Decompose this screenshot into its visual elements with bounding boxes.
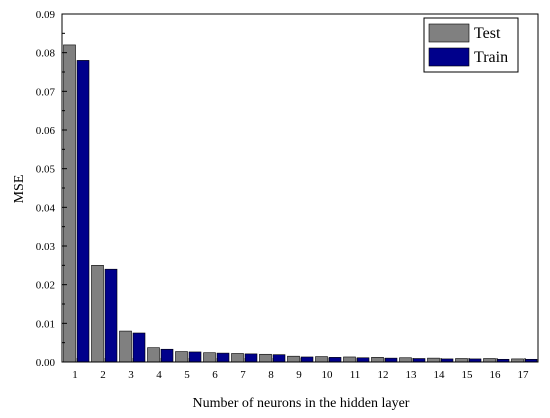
axes-layer: 0.00 0.01 0.02 0.03 0.04 0.05 0.06 0.07 0.08 0.09… <box>36 9 539 381</box>
x-tick-label: 11 <box>350 369 361 381</box>
bar-train-8 <box>272 354 286 363</box>
bar-train-5 <box>188 351 202 363</box>
bar-test-10 <box>315 356 328 363</box>
y-tick-label: 0.08 <box>36 48 56 60</box>
bar-train-11 <box>356 357 370 363</box>
legend-swatch-test <box>428 23 470 43</box>
legend-label-test: Test <box>474 25 501 42</box>
bar-test-4 <box>147 347 160 363</box>
y-tick-label: 0.06 <box>36 125 56 137</box>
bar-test-14 <box>427 357 440 363</box>
bar-test-3 <box>119 330 132 363</box>
x-axis-title: Number of neurons in the hidden layer <box>193 396 410 411</box>
x-tick-label: 2 <box>100 369 106 381</box>
y-tick-label: 0.09 <box>36 9 56 21</box>
bar-test-11 <box>343 356 356 363</box>
y-tick-label: 0.00 <box>36 357 56 369</box>
bar-train-2 <box>104 268 118 363</box>
y-axis-title: MSE <box>12 175 27 204</box>
bars-layer <box>63 44 538 363</box>
bar-train-1 <box>76 60 90 363</box>
y-tick-label: 0.05 <box>36 164 56 176</box>
bar-train-12 <box>384 357 398 363</box>
bar-test-12 <box>371 357 384 363</box>
y-tick-label: 0.04 <box>36 202 56 214</box>
x-tick-label: 16 <box>490 369 502 381</box>
x-tick-label: 17 <box>518 369 530 381</box>
x-tick-label: 15 <box>462 369 474 381</box>
bar-test-1 <box>63 44 76 363</box>
y-tick-label: 0.07 <box>36 86 56 98</box>
bar-test-6 <box>203 352 216 363</box>
bar-test-9 <box>287 355 300 363</box>
bar-test-16 <box>483 358 496 363</box>
bar-train-4 <box>160 348 174 363</box>
x-tick-label: 8 <box>268 369 274 381</box>
x-tick-label: 1 <box>72 369 78 381</box>
bar-train-3 <box>132 332 146 363</box>
bar-test-8 <box>259 353 272 363</box>
bar-train-13 <box>412 358 426 363</box>
bar-train-10 <box>328 357 342 363</box>
bar-train-7 <box>244 353 258 363</box>
bar-train-9 <box>300 356 314 363</box>
x-tick-label: 4 <box>156 369 162 381</box>
x-tick-label: 5 <box>184 369 190 381</box>
x-tick-label: 6 <box>212 369 218 381</box>
bar-test-2 <box>91 265 104 363</box>
bar-test-15 <box>455 358 468 363</box>
bar-test-13 <box>399 357 412 363</box>
x-tick-label: 3 <box>128 369 134 381</box>
legend-swatch-train <box>428 47 470 67</box>
y-tick-label: 0.01 <box>36 318 55 330</box>
x-tick-label: 13 <box>406 369 418 381</box>
x-tick-label: 9 <box>296 369 302 381</box>
y-tick-label: 0.03 <box>36 241 56 253</box>
legend-label-train: Train <box>474 49 508 66</box>
x-tick-label: 10 <box>322 369 334 381</box>
bar-train-6 <box>216 352 230 363</box>
y-tick-label: 0.02 <box>36 280 55 292</box>
x-tick-label: 12 <box>378 369 389 381</box>
x-tick-label: 7 <box>240 369 246 381</box>
x-tick-label: 14 <box>434 369 446 381</box>
bar-test-7 <box>231 353 244 363</box>
bar-test-5 <box>175 351 188 363</box>
legend: Test Train <box>423 17 519 73</box>
